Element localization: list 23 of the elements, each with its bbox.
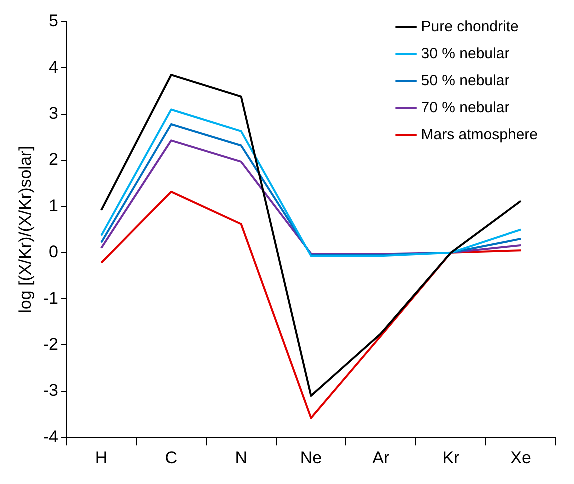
x-tick-label: Kr [442,448,460,468]
y-tick-label: -3 [43,381,59,400]
y-tick-label: 3 [49,104,59,124]
y-tick-label: -1 [43,288,59,308]
legend-label: 50 % nebular [421,72,510,90]
legend-label: 70 % nebular [421,100,510,117]
y-tick-label: 2 [49,150,59,170]
x-tick-label: N [235,448,248,468]
legend-label: 30 % nebular [421,46,510,63]
y-tick-label: 1 [49,196,59,216]
x-tick-label: Xe [510,448,532,468]
y-tick-label: -4 [43,427,59,446]
y-tick-label: 4 [49,58,59,77]
x-tick-label: Ne [300,448,322,468]
y-axis-title: log [(X/Kr)/(X/Kr)solar] [16,146,35,314]
x-tick-label: C [165,448,178,468]
y-tick-label: -2 [43,334,59,354]
x-tick-label: H [95,448,108,468]
x-tick-label: Ar [372,448,390,468]
legend-label: Mars atmosphere [421,126,538,144]
y-tick-label: 0 [49,242,59,262]
legend-label: Pure chondrite [421,18,519,36]
y-tick-label: 5 [49,12,59,31]
